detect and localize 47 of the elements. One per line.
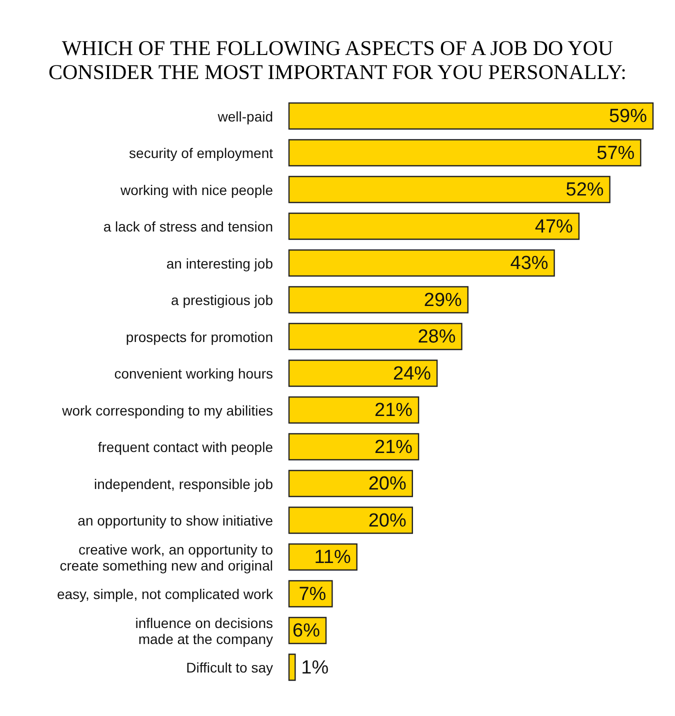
y-tick-label: frequent contact with people [98,439,274,456]
y-tick-label: a prestigious job [171,292,274,308]
bar [288,212,580,240]
data-label: 43% [510,253,548,274]
data-label: 24% [393,363,432,384]
bar [288,433,420,460]
data-label: 20% [368,474,406,494]
y-tick-label: influence on decisions made at the company [135,614,273,647]
y-tick-label: easy, simple, not complicated work [56,586,274,602]
data-label: 57% [596,142,635,164]
y-tick-label: an opportunity to show initiative [78,512,274,529]
y-tick-label: an interesting job [166,255,274,272]
bar [288,249,555,277]
bar [288,322,462,350]
data-label: 20% [368,510,406,532]
bar [288,506,413,534]
y-tick-label: work corresponding to my abilities [61,402,273,418]
data-label: 21% [374,400,413,421]
data-label: 47% [534,216,574,238]
data-label: 21% [374,436,413,458]
bar [288,286,469,314]
bar [288,139,642,166]
y-tick-label: security of employment [129,145,274,162]
bar [288,580,333,608]
data-label: 52% [566,180,604,200]
data-label: 11% [314,547,351,568]
bar [288,470,413,498]
y-tick-label: working with nice people [119,182,274,198]
y-tick-label: Difficult to say [186,660,273,676]
data-label: 1% [301,657,329,678]
y-tick-label: creative work, an opportunity to create something new and original [60,541,274,574]
bar [288,396,420,424]
bar [288,102,654,130]
y-tick-label: a lack of stress and tension [103,218,273,235]
data-label: 7% [298,584,326,605]
data-label: 28% [418,326,456,348]
y-tick-label: independent, responsible job [94,476,274,492]
data-label: 6% [292,620,320,642]
chart-title: WHICH OF THE FOLLOWING ASPECTS OF A JOB DO YOU CONSIDER THE MOST IMPORTANT FOR YOU PERSONALLY: [48,35,628,86]
y-tick-label: prospects for promotion [126,328,273,345]
bar [288,176,610,204]
y-tick-label: convenient working hours [114,366,273,382]
bar [288,360,438,387]
data-label: 59% [608,106,648,127]
bar [288,654,296,681]
y-tick-label: well-paid [216,108,273,124]
data-label: 29% [424,290,462,311]
